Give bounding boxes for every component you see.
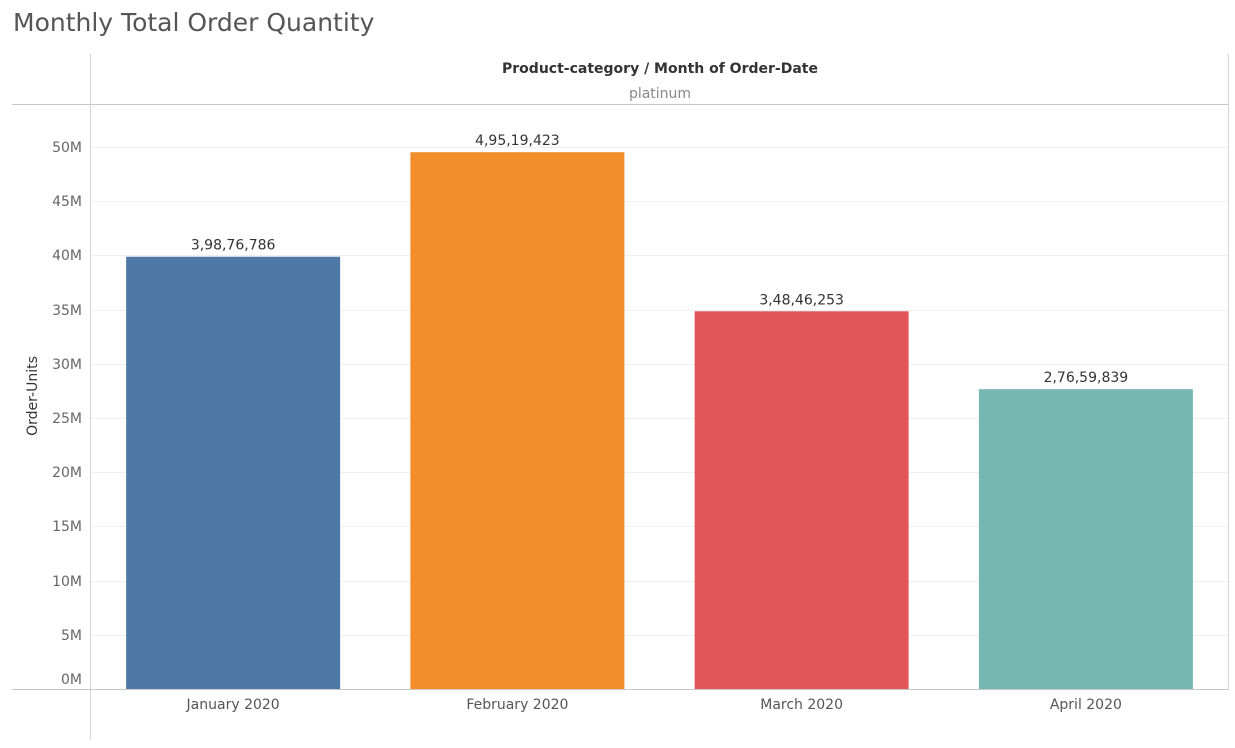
x-tick-label: April 2020 — [1050, 697, 1122, 713]
bar-2[interactable] — [410, 152, 625, 689]
y-tick-label: 15M — [52, 519, 82, 535]
data-labels: 3,98,76,786 4,95,19,423 3,48,46,253 2,76,59… — [191, 133, 1128, 386]
bar-1[interactable] — [126, 256, 341, 689]
data-label: 2,76,59,839 — [1044, 370, 1129, 386]
y-axis-ticks: 0M 5M 10M 15M 20M 25M 30M 35M 40M 45M 50M — [52, 140, 82, 688]
data-label: 4,95,19,423 — [475, 133, 560, 149]
y-axis-label: Order-Units — [25, 356, 41, 436]
header-category-value: platinum — [629, 86, 691, 102]
x-tick-label: March 2020 — [760, 697, 843, 713]
x-tick-label: January 2020 — [186, 697, 280, 713]
y-tick-label: 40M — [52, 248, 82, 264]
data-label: 3,48,46,253 — [759, 292, 844, 308]
y-tick-label: 10M — [52, 574, 82, 590]
x-axis-ticks: January 2020 February 2020 March 2020 April… — [186, 697, 1122, 713]
header-field-label: Product-category / Month of Order-Date — [502, 61, 818, 77]
y-tick-label: 20M — [52, 465, 82, 481]
bar-3[interactable] — [694, 311, 909, 689]
bar-4[interactable] — [978, 389, 1193, 689]
y-tick-label: 5M — [61, 628, 82, 644]
y-tick-label: 35M — [52, 303, 82, 319]
data-label: 3,98,76,786 — [191, 238, 276, 254]
chart-title: Monthly Total Order Quantity — [13, 8, 375, 37]
y-tick-label: 25M — [52, 411, 82, 427]
y-tick-label: 45M — [52, 194, 82, 210]
y-tick-label: 50M — [52, 140, 82, 156]
x-tick-label: February 2020 — [466, 697, 568, 713]
bars — [126, 152, 1193, 689]
y-tick-label: 30M — [52, 357, 82, 373]
y-tick-label: 0M — [61, 672, 82, 688]
